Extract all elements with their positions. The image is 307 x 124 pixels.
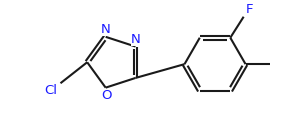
- Text: O: O: [101, 89, 112, 102]
- Text: Cl: Cl: [45, 84, 58, 97]
- Text: N: N: [131, 33, 140, 46]
- Text: N: N: [101, 23, 111, 36]
- Text: F: F: [246, 3, 253, 16]
